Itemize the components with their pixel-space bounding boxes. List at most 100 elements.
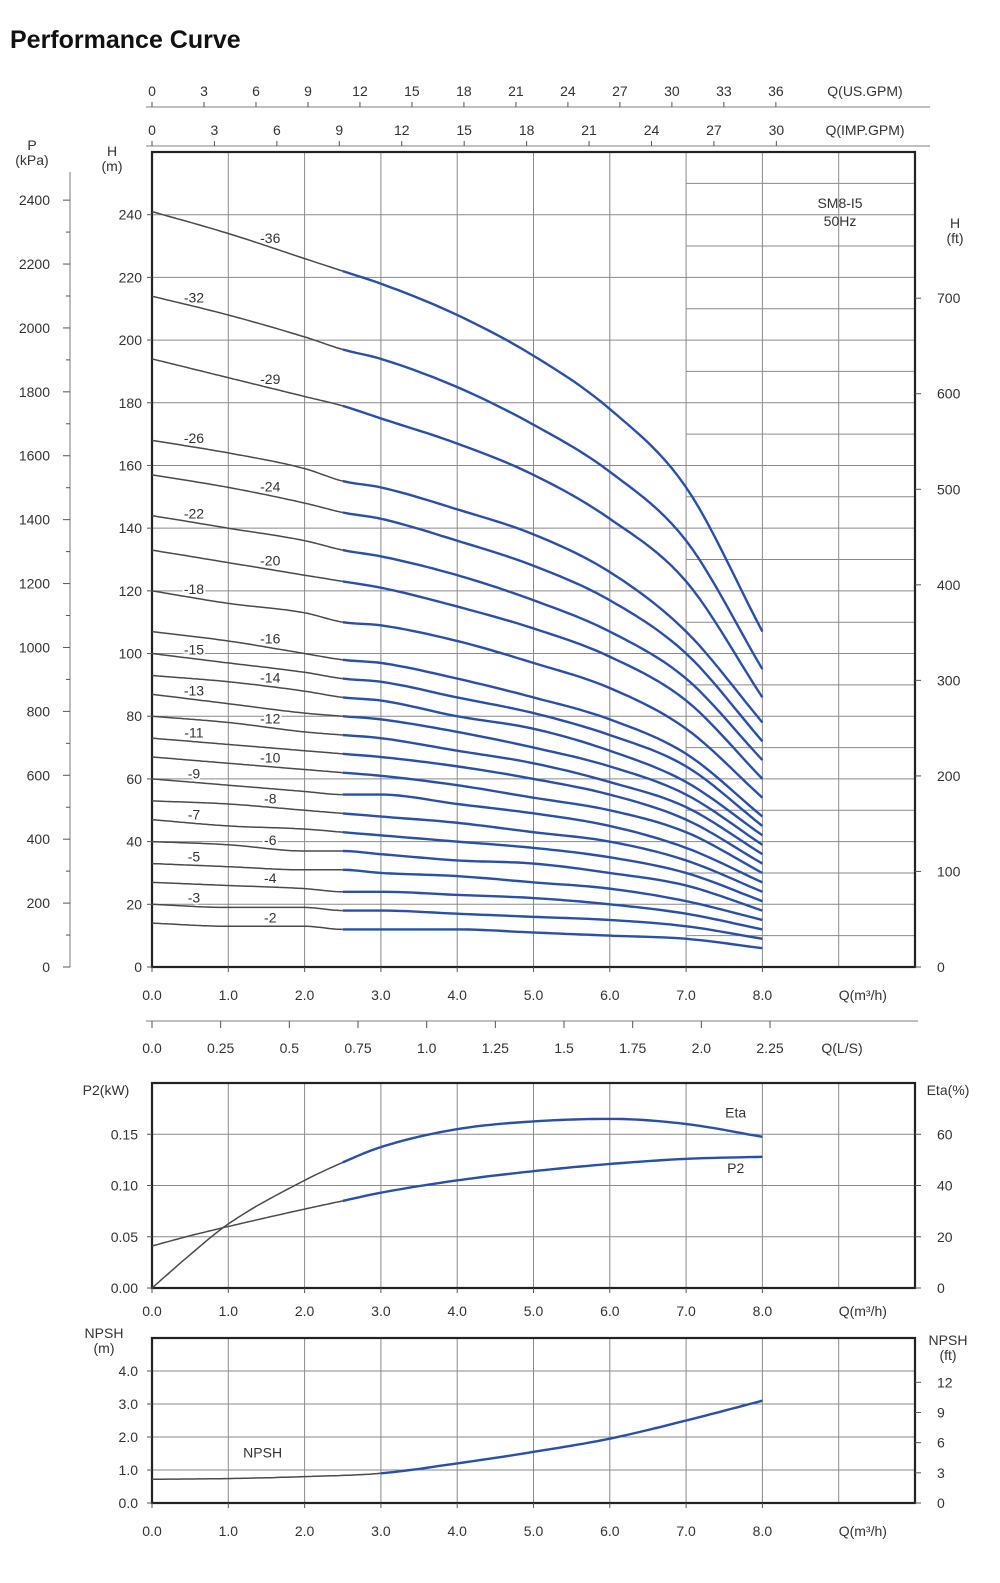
npsh-ft-tick-label: 6 — [937, 1435, 945, 1451]
npsh-ft-tick-label: 12 — [937, 1374, 953, 1390]
curve--3-low-range — [151, 903, 343, 912]
curve--26-operating-range — [342, 479, 764, 724]
npsh-m-tick-label: 3.0 — [119, 1396, 139, 1412]
y-tick-label: 0 — [134, 959, 142, 975]
ls-tick-label: 2.0 — [692, 1040, 712, 1056]
curve--12-low-range — [151, 715, 343, 736]
curve--13-operating-range — [342, 715, 764, 846]
page-title: Performance Curve — [10, 26, 241, 54]
ft-tick-label: 600 — [937, 386, 961, 402]
top-tick-label: 24 — [560, 83, 576, 99]
curve--7-low-range — [151, 818, 343, 833]
y-tick-label: 120 — [119, 583, 143, 599]
x-tick-label: 0.0 — [142, 1303, 162, 1319]
curve--6-operating-range — [342, 849, 763, 912]
curve--4-operating-range — [342, 890, 763, 931]
pressure-tick-label: 600 — [27, 767, 51, 783]
eta-axis-label: Eta(%) — [927, 1082, 970, 1098]
top-axis-label: Q(IMP.GPM) — [825, 122, 904, 138]
p2-tick-label: 0.00 — [111, 1280, 138, 1296]
y-tick-label: 200 — [119, 332, 143, 348]
stage-label--20: -20 — [260, 553, 280, 569]
top-tick-label: 30 — [769, 122, 785, 138]
npsh-ft-tick-label: 9 — [937, 1404, 945, 1420]
ft-axis-label: H (ft) — [946, 215, 963, 246]
x-axis-label: Q(m³/h) — [839, 1523, 887, 1539]
curve--32-low-range — [151, 295, 344, 351]
npsh-m-tick-label: 4.0 — [119, 1363, 139, 1379]
top-tick-label: 33 — [716, 83, 732, 99]
x-tick-label: 8.0 — [753, 1303, 773, 1319]
top-tick-label: 27 — [612, 83, 628, 99]
curve-npsh-low-range — [152, 1472, 381, 1480]
stage-label--4: -4 — [264, 870, 277, 886]
top-tick-label: 15 — [456, 122, 472, 138]
eta-tick-label: 60 — [937, 1126, 953, 1142]
curve--3-operating-range — [342, 909, 763, 940]
stage-label--3: -3 — [188, 889, 201, 905]
curve--11-operating-range — [342, 752, 764, 865]
pressure-tick-label: 1600 — [19, 448, 50, 464]
top-tick-label: 6 — [273, 122, 281, 138]
x-tick-label: 4.0 — [447, 1523, 467, 1539]
ls-axis-label: Q(L/S) — [821, 1040, 862, 1056]
stage-label--13: -13 — [184, 682, 204, 698]
stage-label--22: -22 — [184, 506, 204, 522]
p2-axis-label: P2(kW) — [83, 1082, 130, 1098]
pressure-axis-label: P (kPa) — [15, 137, 48, 168]
curve--29-operating-range — [342, 404, 764, 699]
top-tick-label: 18 — [456, 83, 472, 99]
stage-label--26: -26 — [184, 430, 204, 446]
power-efficiency-chart: 0.00 0.05 0.10 0.15 0 20 40 60 P2(kW) Eta(%) Eta P2… — [83, 1081, 970, 1319]
ft-tick-label: 700 — [937, 290, 961, 306]
curve--9-low-range — [151, 778, 343, 796]
x-axis-label: Q(m³/h) — [839, 987, 887, 1003]
curve--8-low-range — [151, 800, 343, 815]
stage-label--11: -11 — [184, 725, 203, 741]
curve--32-operating-range — [342, 348, 764, 670]
curve--10-low-range — [151, 756, 343, 774]
x-tick-label: 4.0 — [447, 1303, 467, 1319]
x-tick-label: 1.0 — [219, 987, 239, 1003]
ft-tick-label: 400 — [937, 577, 961, 593]
curve--15-operating-range — [342, 677, 764, 827]
curve--36-low-range — [151, 210, 344, 272]
y-tick-label: 160 — [119, 457, 143, 473]
y-tick-label: 40 — [126, 834, 142, 850]
stage-label--14: -14 — [260, 670, 280, 686]
curve--14-low-range — [151, 674, 343, 699]
npsh-ft-axis-label: NPSH (ft) — [929, 1332, 968, 1363]
pressure-tick-label: 400 — [27, 831, 51, 847]
stage-label--16: -16 — [260, 631, 280, 647]
curve-p2 — [342, 1155, 763, 1203]
y-tick-label: 180 — [119, 395, 143, 411]
top-tick-label: 21 — [581, 122, 597, 138]
pressure-tick-label: 200 — [27, 895, 51, 911]
top-tick-label: 3 — [200, 83, 208, 99]
curve-eta-low-range — [151, 1161, 344, 1289]
top-tick-label: 36 — [768, 83, 784, 99]
ls-tick-label: 1.0 — [417, 1040, 437, 1056]
curve--8-operating-range — [342, 812, 763, 893]
x-tick-label: 2.0 — [295, 1303, 315, 1319]
top-tick-label: 3 — [211, 122, 219, 138]
x-tick-label: 2.0 — [295, 987, 315, 1003]
y-tick-label: 140 — [119, 520, 143, 536]
pressure-tick-label: 1400 — [19, 512, 50, 528]
top-tick-label: 24 — [644, 122, 660, 138]
npsh-ft-tick-label: 0 — [937, 1495, 945, 1511]
ft-tick-label: 500 — [937, 481, 961, 497]
pressure-tick-label: 1800 — [19, 384, 50, 400]
stage-label--6: -6 — [264, 832, 277, 848]
eta-tick-label: 20 — [937, 1229, 953, 1245]
npsh-m-tick-label: 0.0 — [119, 1495, 139, 1511]
ft-tick-label: 300 — [937, 672, 961, 688]
x-tick-label: 3.0 — [371, 1523, 391, 1539]
top-tick-label: 12 — [394, 122, 410, 138]
curve--6-low-range — [151, 840, 343, 852]
top-tick-label: 9 — [335, 122, 343, 138]
ls-tick-label: 0.5 — [280, 1040, 300, 1056]
p2-series-label: P2 — [727, 1160, 744, 1176]
curve--11-low-range — [151, 737, 343, 755]
pressure-tick-label: 800 — [27, 703, 51, 719]
